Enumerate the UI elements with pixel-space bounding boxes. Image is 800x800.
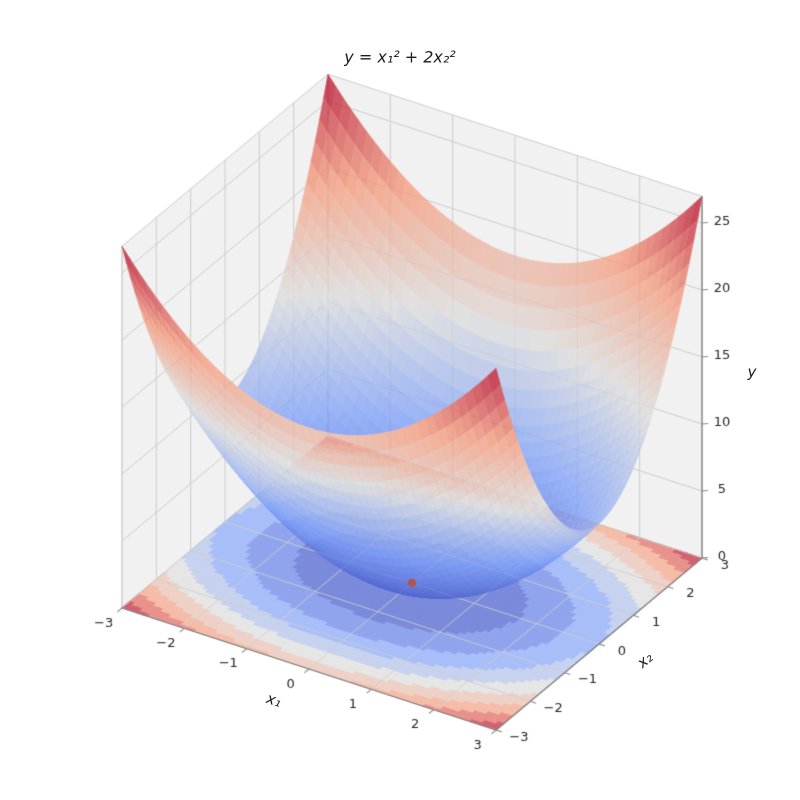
y-axis-label: y [747,363,757,381]
chart-title: y = x₁² + 2x₂² [344,47,456,67]
